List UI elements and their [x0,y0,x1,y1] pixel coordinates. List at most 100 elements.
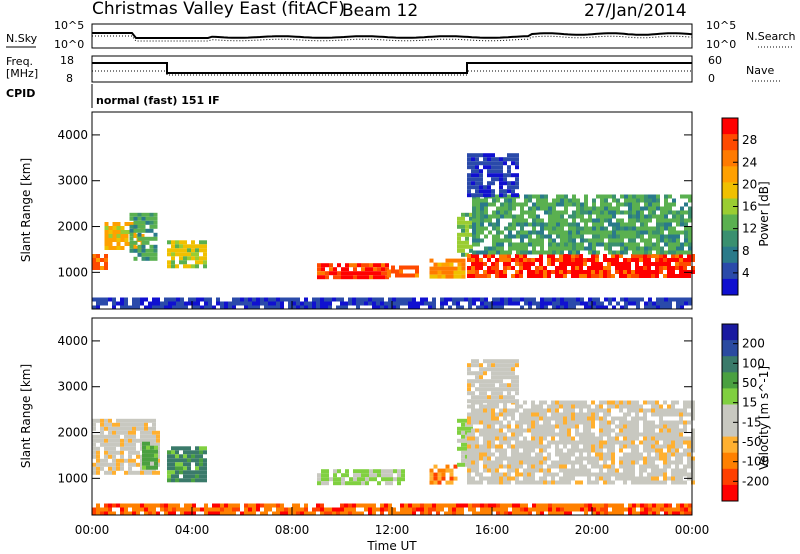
power-cell [620,242,624,247]
power-cell [504,250,508,255]
velocity-cell [152,503,156,508]
power-cell [652,246,656,251]
velocity-cell [651,436,655,441]
velocity-cell [615,472,619,477]
velocity-cell [607,480,611,485]
power-cell [587,258,591,262]
power-cell [491,169,495,174]
velocity-cell [563,408,567,413]
power-cell [484,218,488,223]
velocity-cell [631,424,635,429]
power-cell [624,234,628,239]
velocity-cell [128,511,132,516]
velocity-cell [531,456,535,461]
velocity-cell [567,448,571,453]
power-cell [467,161,471,166]
power-cell [469,244,473,249]
velocity-cell [691,428,695,433]
power-cell [536,222,540,227]
velocity-cell [471,476,475,481]
power-cell [268,297,272,302]
power-cell [361,267,365,272]
power-cell [555,270,559,274]
power-cell [620,194,624,199]
power-cell [631,258,635,262]
power-cell [260,297,264,302]
velocity-cell [583,456,587,461]
power-cell [656,242,660,247]
velocity-cell [471,480,475,485]
velocity-cell [587,404,591,409]
power-cell [667,258,671,262]
power-cell [488,222,492,227]
velocity-cell [188,511,192,516]
velocity-cell [623,480,627,485]
velocity-cell [675,400,679,405]
velocity-cell [187,458,191,463]
power-cell [248,301,252,306]
velocity-cell [429,476,434,481]
velocity-cell [591,424,595,429]
velocity-cell [203,450,207,455]
velocity-cell [635,428,639,433]
velocity-cell [320,511,324,516]
velocity-cell [652,511,656,516]
velocity-cell [571,416,575,421]
velocity-cell [543,468,547,473]
velocity-cell [599,448,603,453]
velocity-cell [603,476,607,481]
velocity-cell [336,507,340,512]
velocity-cell [104,438,108,443]
power-cell [548,246,552,251]
velocity-cell [487,456,491,461]
power-cell [499,157,503,162]
power-cell [556,198,560,203]
velocity-cell [232,503,236,508]
velocity-cell [668,503,672,508]
velocity-cell [639,404,643,409]
velocity-colorbar-label: Velocity [m s^-1] [757,366,771,470]
power-cell [160,305,164,310]
velocity-cell [325,473,329,478]
power-cell [640,222,644,227]
power-cell [572,305,576,310]
velocity-cell [316,507,320,512]
velocity-cell [539,408,543,413]
velocity-cell [563,444,567,449]
power-cell [664,301,668,306]
velocity-cell [691,412,695,417]
power-cell [664,242,668,247]
power-cell [171,244,175,249]
power-cell [588,218,592,223]
power-cell [183,248,187,253]
velocity-cell [433,464,438,469]
power-cell [691,258,695,262]
power-cell [628,210,632,215]
power-cell [636,305,640,310]
power-cell [567,254,571,258]
velocity-cell [179,462,183,467]
velocity-cell [595,448,599,453]
power-cell [552,226,556,231]
velocity-cell [563,416,567,421]
power-cell [635,258,639,262]
power-cell [607,270,611,274]
velocity-cell [191,450,195,455]
power-cell [632,194,636,199]
power-cell [208,301,212,306]
velocity-cell [623,428,627,433]
velocity-cell [483,452,487,457]
velocity-cell [563,436,567,441]
power-cell [499,173,503,178]
power-cell [564,222,568,227]
power-cell [540,218,544,223]
velocity-cell [487,387,491,392]
power-cell [536,305,540,310]
velocity-cell [116,426,120,431]
velocity-cell [340,503,344,508]
power-cell [449,266,454,271]
velocity-cell [224,511,228,516]
velocity-cell [357,481,361,486]
velocity-cell [563,440,567,445]
velocity-cell [683,424,687,429]
